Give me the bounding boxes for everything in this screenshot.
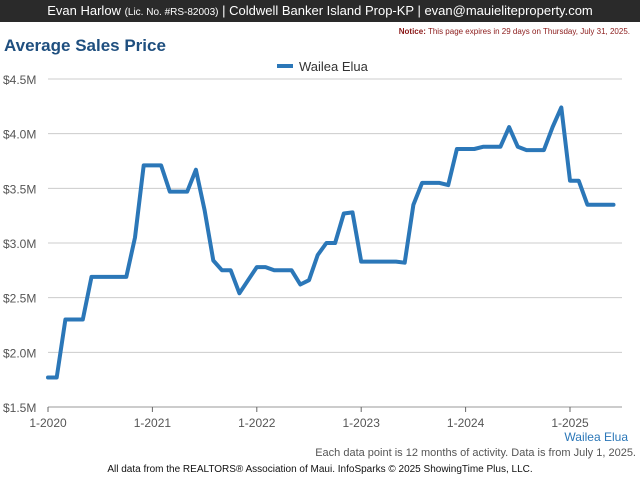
x-tick-label: 1-2025 xyxy=(551,416,589,430)
y-tick-label: $4.5M xyxy=(3,73,36,87)
data-point xyxy=(211,259,215,263)
y-tick-label: $3.0M xyxy=(3,237,36,251)
data-point xyxy=(55,376,59,380)
legend-label: Wailea Elua xyxy=(299,59,369,74)
data-point xyxy=(185,190,189,194)
y-tick-label: $1.5M xyxy=(3,401,36,415)
agent-header-bar: Evan Harlow (Lic. No. #RS-82003) | Coldw… xyxy=(0,0,640,22)
data-point xyxy=(612,203,616,207)
data-point xyxy=(316,253,320,257)
data-point xyxy=(159,163,163,167)
data-point xyxy=(385,260,389,264)
copyright-note: All data from the REALTORS® Association … xyxy=(107,464,533,475)
y-tick-label: $2.0M xyxy=(3,346,36,360)
data-point xyxy=(577,179,581,183)
data-point xyxy=(429,181,433,185)
data-point xyxy=(133,236,137,240)
data-point xyxy=(81,318,85,322)
data-point xyxy=(333,241,337,245)
data-point xyxy=(551,125,555,129)
data-point xyxy=(472,147,476,151)
agent-office-email: | Coldwell Banker Island Prop-KP | evan@… xyxy=(222,3,593,18)
data-point xyxy=(142,163,146,167)
agent-name: Evan Harlow xyxy=(47,3,121,18)
data-point xyxy=(359,260,363,264)
data-point xyxy=(298,283,302,287)
data-point xyxy=(342,212,346,216)
y-tick-label: $2.5M xyxy=(3,292,36,306)
data-point xyxy=(368,260,372,264)
data-point xyxy=(124,275,128,279)
data-point xyxy=(351,210,355,214)
data-point xyxy=(498,145,502,149)
chart-title: Average Sales Price xyxy=(4,36,166,55)
data-point xyxy=(307,278,311,282)
data-point xyxy=(603,203,607,207)
y-tick-label: $4.0M xyxy=(3,128,36,142)
data-point xyxy=(516,145,520,149)
data-point xyxy=(438,181,442,185)
data-point xyxy=(403,261,407,265)
data-point xyxy=(98,275,102,279)
data-point xyxy=(116,275,120,279)
data-point xyxy=(72,318,76,322)
data-point xyxy=(177,190,181,194)
data-point xyxy=(194,168,198,172)
data-point xyxy=(420,181,424,185)
data-point xyxy=(481,145,485,149)
data-point xyxy=(63,318,67,322)
data-point xyxy=(324,241,328,245)
data-point xyxy=(246,278,250,282)
notice-text: This page expires in 29 days on Thursday… xyxy=(427,27,630,36)
line-chart: $1.5M $2.0M $2.5M $3.0M $3.5M $4.0M $4.5M 1-202… xyxy=(3,59,622,430)
data-point xyxy=(203,208,207,212)
x-tick-label: 1-2024 xyxy=(447,416,485,430)
data-point xyxy=(533,148,537,152)
data-point xyxy=(507,125,511,129)
data-point xyxy=(446,183,450,187)
data-point xyxy=(525,148,529,152)
data-point xyxy=(290,268,294,272)
data-point xyxy=(394,260,398,264)
data-point xyxy=(237,291,241,295)
data-point xyxy=(411,203,415,207)
data-point xyxy=(464,147,468,151)
data-point xyxy=(490,145,494,149)
data-point xyxy=(264,265,268,269)
data-point xyxy=(220,268,224,272)
data-point xyxy=(272,268,276,272)
data-point xyxy=(559,105,563,109)
data-point xyxy=(455,147,459,151)
data-point xyxy=(107,275,111,279)
series-line xyxy=(46,105,616,380)
data-point xyxy=(585,203,589,207)
data-point xyxy=(168,190,172,194)
data-point xyxy=(255,265,259,269)
x-tick-label: 1-2023 xyxy=(343,416,381,430)
data-point xyxy=(90,275,94,279)
x-tick-label: 1-2021 xyxy=(134,416,172,430)
data-point xyxy=(542,148,546,152)
x-tick-label: 1-2022 xyxy=(238,416,276,430)
data-point xyxy=(594,203,598,207)
data-point xyxy=(150,163,154,167)
y-tick-label: $3.5M xyxy=(3,182,36,196)
expiry-notice: Notice: This page expires in 29 days on … xyxy=(399,27,630,36)
agent-license: (Lic. No. #RS-82003) xyxy=(124,7,219,18)
x-tick-label: 1-2020 xyxy=(29,416,67,430)
data-note: Each data point is 12 months of activity… xyxy=(315,447,636,459)
region-label: Wailea Elua xyxy=(564,430,628,444)
data-point xyxy=(281,268,285,272)
data-point xyxy=(377,260,381,264)
data-point xyxy=(568,179,572,183)
data-point xyxy=(46,376,50,380)
notice-label: Notice: xyxy=(398,27,426,36)
data-point xyxy=(229,268,233,272)
